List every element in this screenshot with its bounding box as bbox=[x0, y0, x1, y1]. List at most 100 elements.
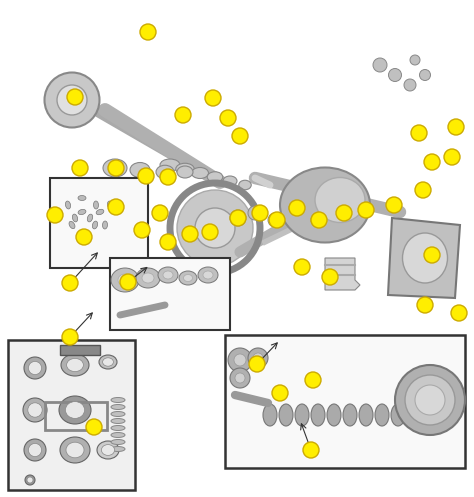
Ellipse shape bbox=[99, 355, 117, 369]
Circle shape bbox=[152, 205, 168, 221]
Circle shape bbox=[195, 208, 235, 248]
Ellipse shape bbox=[203, 271, 213, 279]
Ellipse shape bbox=[163, 271, 173, 279]
Circle shape bbox=[230, 210, 246, 226]
Bar bbox=[50, 178, 148, 268]
Ellipse shape bbox=[111, 418, 125, 423]
Ellipse shape bbox=[315, 177, 365, 223]
Circle shape bbox=[47, 207, 63, 223]
Circle shape bbox=[411, 125, 427, 141]
Ellipse shape bbox=[65, 201, 71, 209]
Ellipse shape bbox=[111, 405, 125, 410]
Ellipse shape bbox=[415, 385, 445, 415]
Bar bbox=[8, 340, 135, 490]
Circle shape bbox=[72, 160, 88, 176]
Circle shape bbox=[134, 222, 150, 238]
Circle shape bbox=[177, 190, 253, 266]
Circle shape bbox=[108, 160, 124, 176]
Circle shape bbox=[289, 200, 305, 216]
Circle shape bbox=[272, 385, 288, 401]
Ellipse shape bbox=[375, 404, 389, 426]
Ellipse shape bbox=[176, 163, 194, 175]
Circle shape bbox=[228, 348, 252, 372]
Circle shape bbox=[182, 226, 198, 242]
Ellipse shape bbox=[111, 425, 125, 430]
Bar bbox=[225, 335, 465, 468]
Circle shape bbox=[424, 154, 440, 170]
Circle shape bbox=[335, 206, 349, 220]
Ellipse shape bbox=[280, 167, 370, 243]
Circle shape bbox=[62, 275, 78, 291]
Bar bbox=[110, 258, 230, 330]
Bar bbox=[60, 345, 100, 355]
Ellipse shape bbox=[136, 268, 160, 288]
Circle shape bbox=[389, 69, 401, 82]
Polygon shape bbox=[388, 218, 460, 298]
Ellipse shape bbox=[23, 398, 47, 422]
Circle shape bbox=[451, 305, 467, 321]
Circle shape bbox=[76, 229, 92, 245]
Ellipse shape bbox=[130, 163, 150, 177]
Bar bbox=[45, 402, 107, 430]
Circle shape bbox=[294, 259, 310, 275]
Ellipse shape bbox=[73, 214, 78, 222]
Circle shape bbox=[417, 297, 433, 313]
Circle shape bbox=[248, 206, 262, 220]
Ellipse shape bbox=[45, 73, 100, 128]
Ellipse shape bbox=[239, 180, 251, 190]
Circle shape bbox=[234, 354, 246, 366]
Ellipse shape bbox=[102, 221, 108, 229]
Circle shape bbox=[269, 212, 285, 228]
Ellipse shape bbox=[92, 221, 98, 229]
Circle shape bbox=[140, 24, 156, 40]
Circle shape bbox=[415, 182, 431, 198]
Circle shape bbox=[311, 213, 325, 227]
Circle shape bbox=[336, 205, 352, 221]
Ellipse shape bbox=[223, 176, 237, 186]
Ellipse shape bbox=[263, 404, 277, 426]
Ellipse shape bbox=[160, 159, 180, 171]
Ellipse shape bbox=[279, 404, 293, 426]
Ellipse shape bbox=[391, 404, 405, 426]
Ellipse shape bbox=[102, 358, 113, 366]
Ellipse shape bbox=[67, 358, 83, 372]
Ellipse shape bbox=[395, 365, 465, 435]
Circle shape bbox=[205, 90, 221, 106]
Circle shape bbox=[404, 79, 416, 91]
Ellipse shape bbox=[28, 361, 42, 375]
Circle shape bbox=[322, 269, 338, 285]
Ellipse shape bbox=[311, 404, 325, 426]
Ellipse shape bbox=[111, 268, 139, 292]
Circle shape bbox=[202, 224, 218, 240]
Ellipse shape bbox=[97, 441, 119, 459]
Circle shape bbox=[62, 329, 78, 345]
Ellipse shape bbox=[59, 396, 91, 424]
Circle shape bbox=[249, 356, 265, 372]
Circle shape bbox=[248, 348, 268, 368]
Circle shape bbox=[235, 373, 245, 383]
Ellipse shape bbox=[24, 357, 46, 379]
Circle shape bbox=[160, 234, 176, 250]
Ellipse shape bbox=[57, 85, 87, 115]
Ellipse shape bbox=[78, 195, 86, 200]
Ellipse shape bbox=[343, 404, 357, 426]
Circle shape bbox=[289, 202, 301, 214]
Circle shape bbox=[230, 368, 250, 388]
Circle shape bbox=[424, 247, 440, 263]
Ellipse shape bbox=[78, 209, 86, 215]
Ellipse shape bbox=[27, 477, 33, 483]
Circle shape bbox=[86, 419, 102, 435]
Ellipse shape bbox=[158, 267, 178, 283]
Ellipse shape bbox=[405, 375, 455, 425]
Ellipse shape bbox=[111, 439, 125, 444]
Circle shape bbox=[67, 89, 83, 105]
Ellipse shape bbox=[118, 274, 132, 286]
Ellipse shape bbox=[327, 404, 341, 426]
Ellipse shape bbox=[108, 201, 113, 209]
Circle shape bbox=[303, 442, 319, 458]
Ellipse shape bbox=[111, 412, 125, 416]
Ellipse shape bbox=[198, 267, 218, 283]
Ellipse shape bbox=[28, 443, 42, 457]
Circle shape bbox=[448, 119, 464, 135]
Circle shape bbox=[232, 128, 248, 144]
